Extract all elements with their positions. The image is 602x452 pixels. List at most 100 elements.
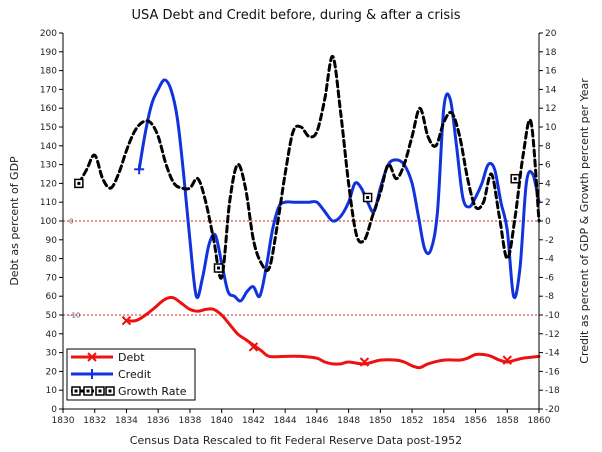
series-line-credit xyxy=(137,78,541,303)
y-right-tick-label: 14 xyxy=(545,85,557,95)
data-point-debt xyxy=(284,356,286,358)
data-point-growth-rate xyxy=(94,154,96,156)
data-point-debt xyxy=(340,363,342,365)
data-point-debt xyxy=(213,309,215,311)
data-point-debt xyxy=(332,363,334,365)
data-point-growth-rate xyxy=(388,164,390,166)
data-point-growth-rate xyxy=(459,136,461,138)
data-point-credit xyxy=(189,239,191,241)
chart-title: USA Debt and Credit before, during & aft… xyxy=(131,8,460,23)
data-point-credit xyxy=(513,295,515,297)
data-point-growth-rate xyxy=(324,98,326,100)
y-right-tick-label: 20 xyxy=(545,29,557,39)
data-point-growth-rate xyxy=(522,154,524,156)
data-point-credit xyxy=(443,107,445,109)
data-point-debt xyxy=(491,356,493,358)
data-point-growth-rate xyxy=(451,112,453,114)
data-point-growth-rate xyxy=(491,173,493,175)
data-point-debt xyxy=(395,359,397,361)
marker-debt xyxy=(359,357,370,367)
data-point-credit xyxy=(500,201,502,203)
data-point-credit xyxy=(253,286,255,288)
y-right-tick-label: -2 xyxy=(545,236,554,246)
reference-line-label: 0 xyxy=(69,218,73,226)
marker-debt xyxy=(121,315,132,326)
x-tick-label: 1832 xyxy=(83,416,106,426)
marker-growth-rate xyxy=(362,192,373,203)
data-point-credit xyxy=(176,117,178,119)
data-point-credit xyxy=(183,173,185,175)
data-point-credit xyxy=(272,230,274,232)
data-point-credit xyxy=(487,164,489,166)
x-tick-label: 1836 xyxy=(147,416,170,426)
legend-label-credit: Credit xyxy=(118,368,152,381)
y-left-tick-label: 50 xyxy=(46,311,58,321)
data-point-growth-rate xyxy=(165,164,167,166)
data-point-growth-rate xyxy=(173,183,175,185)
data-point-growth-rate xyxy=(276,225,278,227)
data-point-growth-rate xyxy=(189,187,191,189)
y-right-tick-label: 4 xyxy=(545,179,551,189)
data-point-credit xyxy=(354,183,356,185)
y-right-tick-label: -4 xyxy=(545,255,554,265)
y-right-tick-label: 18 xyxy=(545,48,557,58)
data-point-debt xyxy=(483,354,485,356)
y-left-tick-label: 180 xyxy=(40,67,57,77)
marker-growth-rate xyxy=(510,173,520,184)
data-point-credit xyxy=(300,201,302,203)
data-point-growth-rate xyxy=(356,234,358,236)
x-tick-label: 1852 xyxy=(401,416,424,426)
legend-marker-growth-rate xyxy=(83,386,93,396)
data-point-growth-rate xyxy=(427,136,429,138)
legend-marker-debt xyxy=(87,352,97,362)
series-line-growth-rate xyxy=(77,54,541,280)
data-point-growth-rate xyxy=(197,178,199,180)
data-point-growth-rate xyxy=(300,126,302,128)
x-tick-label: 1854 xyxy=(432,416,455,426)
y-left-tick-label: 160 xyxy=(40,104,57,114)
data-point-growth-rate xyxy=(142,122,144,124)
data-point-credit xyxy=(418,216,420,218)
x-axis-title: Census Data Rescaled to fit Federal Rese… xyxy=(130,434,462,447)
data-point-credit xyxy=(519,267,521,269)
data-point-credit xyxy=(475,197,477,199)
data-point-growth-rate xyxy=(467,178,469,180)
data-point-credit xyxy=(284,201,286,203)
y-right-tick-label: 8 xyxy=(545,142,551,152)
data-point-credit xyxy=(411,183,413,185)
data-point-debt xyxy=(154,307,156,309)
data-point-credit xyxy=(481,183,483,185)
data-point-debt xyxy=(443,359,445,361)
data-point-growth-rate xyxy=(514,216,516,218)
data-point-growth-rate xyxy=(316,131,318,133)
y-right-tick-label: 10 xyxy=(545,123,557,133)
data-point-credit xyxy=(170,89,172,91)
data-point-growth-rate xyxy=(269,267,271,269)
y-right-tick-label: 16 xyxy=(545,67,557,77)
data-point-credit xyxy=(145,131,147,133)
data-point-growth-rate xyxy=(284,173,286,175)
y-left-tick-label: 150 xyxy=(40,123,57,133)
data-point-growth-rate xyxy=(308,136,310,138)
y-left-tick-label: 140 xyxy=(40,142,57,152)
y-left-tick-label: 60 xyxy=(46,292,58,302)
data-point-credit xyxy=(532,173,534,175)
y-left-tick-label: 190 xyxy=(40,48,57,58)
data-point-credit xyxy=(395,159,397,161)
x-tick-label: 1830 xyxy=(52,416,75,426)
data-point-growth-rate xyxy=(443,122,445,124)
data-point-debt xyxy=(145,314,147,316)
data-point-debt xyxy=(380,359,382,361)
data-point-credit xyxy=(324,211,326,213)
y-right-tick-label: -16 xyxy=(545,367,560,377)
data-point-debt xyxy=(229,324,231,326)
data-point-credit xyxy=(240,300,242,302)
marker-debt xyxy=(248,342,259,352)
data-point-growth-rate xyxy=(134,131,136,133)
data-point-debt xyxy=(197,310,199,312)
data-point-credit xyxy=(259,295,261,297)
data-point-growth-rate xyxy=(395,178,397,180)
left-axis-title: Debt as percent of GDP xyxy=(8,156,21,286)
data-point-debt xyxy=(499,359,501,361)
marker-growth-rate xyxy=(74,178,84,189)
